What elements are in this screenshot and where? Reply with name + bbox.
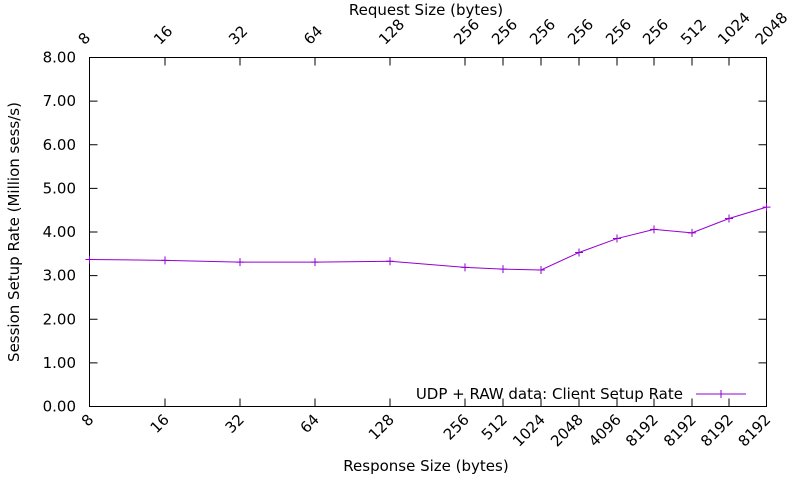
- x-tick-label: 512: [478, 411, 511, 444]
- x-tick-label: 256: [440, 411, 473, 444]
- data-point: [762, 203, 771, 212]
- top-tick-label: 256: [488, 15, 521, 48]
- x-tick-label: 8192: [622, 411, 662, 451]
- x-tick-label: 32: [222, 411, 248, 437]
- data-point: [386, 257, 394, 266]
- series-layer: [85, 203, 771, 274]
- data-point: [161, 256, 169, 265]
- top-tick-label: 256: [602, 15, 635, 48]
- data-point: [688, 228, 696, 237]
- top-tick-label: 256: [526, 15, 559, 48]
- y-axis: 0.00 1.00 2.00 3.00 4.00 5.00 6.00 7.00 8.00: [43, 49, 767, 416]
- data-point: [311, 258, 319, 267]
- y-tick-label: 0.00: [43, 398, 76, 416]
- top-tick-label: 64: [300, 22, 326, 48]
- data-point: [499, 265, 507, 274]
- x-tick-label: 2048: [547, 411, 587, 451]
- legend-marker: [717, 390, 725, 398]
- x-tick-label: 16: [147, 411, 173, 437]
- x-axis-title: Response Size (bytes): [343, 457, 508, 475]
- x-tick-label: 8192: [660, 411, 700, 451]
- x-tick-label: 1024: [509, 411, 549, 451]
- top-tick-label: 256: [639, 15, 672, 48]
- top-tick-label: 2048: [752, 9, 792, 49]
- x-tick-label: 64: [297, 411, 323, 437]
- top-tick-label: 128: [375, 15, 408, 48]
- data-point: [613, 234, 621, 243]
- data-point: [85, 255, 94, 264]
- y-tick-label: 5.00: [43, 179, 76, 197]
- data-point: [725, 214, 733, 223]
- legend: UDP + RAW data: Client Setup Rate: [416, 385, 746, 403]
- top-tick-label: 32: [225, 22, 251, 48]
- y-axis-title: Session Setup Rate (Million sess/s): [5, 102, 23, 362]
- top-tick-label: 16: [150, 22, 176, 48]
- legend-label: UDP + RAW data: Client Setup Rate: [416, 385, 683, 403]
- y-tick-label: 7.00: [43, 92, 76, 110]
- top-tick-label: 256: [450, 15, 483, 48]
- x-tick-label: 128: [365, 411, 398, 444]
- x-tick-label: 8192: [735, 411, 775, 451]
- y-tick-label: 8.00: [43, 49, 76, 67]
- data-point: [236, 258, 244, 267]
- series-line: [89, 206, 767, 271]
- y-tick-label: 6.00: [43, 136, 76, 154]
- data-point: [461, 263, 469, 272]
- top-tick-label: 256: [564, 15, 597, 48]
- data-point: [650, 225, 658, 234]
- top-tick-label: 1024: [714, 9, 754, 49]
- data-point: [575, 248, 583, 257]
- y-tick-label: 4.00: [43, 223, 76, 241]
- top-tick-label: 8: [75, 29, 94, 48]
- y-tick-label: 3.00: [43, 267, 76, 285]
- x-tick-label: 4096: [585, 411, 625, 451]
- data-point: [537, 265, 545, 274]
- x-tick-label: 8: [78, 411, 97, 430]
- top-tick-label: 512: [677, 15, 710, 48]
- y-tick-label: 1.00: [43, 354, 76, 372]
- x-tick-label: 8192: [697, 411, 737, 451]
- y-tick-label: 2.00: [43, 310, 76, 328]
- top-axis-title: Request Size (bytes): [349, 1, 503, 19]
- plot-frame: [89, 57, 767, 407]
